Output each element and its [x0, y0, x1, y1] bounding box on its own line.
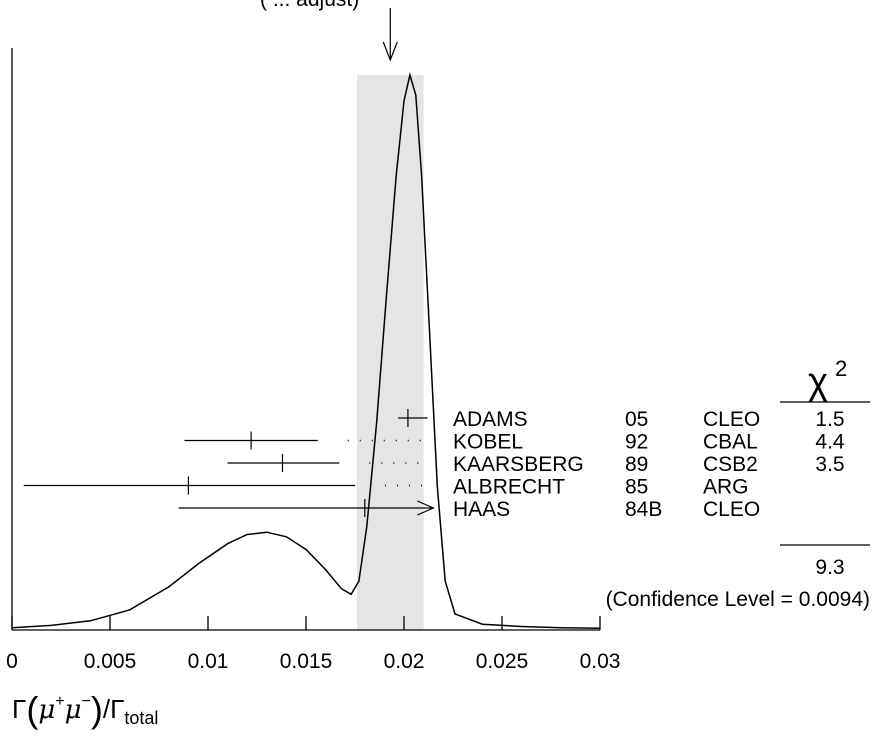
x-tick-label: 0.01: [188, 650, 229, 673]
x-label-mu1: μ: [38, 695, 55, 725]
x-tick-label: 0.03: [580, 650, 621, 673]
error-band-layer: [356, 75, 424, 630]
measurement-chi2: 3.5: [815, 453, 844, 476]
measurement-year: 84B: [625, 498, 662, 521]
measurement-experiment: CBAL: [703, 431, 758, 454]
x-label-total: total: [124, 708, 158, 728]
error-band: [356, 75, 424, 630]
x-tick-label: 0.025: [476, 650, 529, 673]
measurement-haas: [178, 499, 435, 517]
measurement-adams: [398, 409, 428, 427]
measurement-experiment: CSB2: [703, 453, 758, 476]
measurement-experiment: ARG: [703, 476, 749, 499]
chi2-header-sup: 2: [835, 356, 847, 381]
measurement-name: ADAMS: [453, 408, 528, 431]
ideogram-curve: [11, 72, 601, 630]
arrow-head: [417, 500, 435, 516]
axis-layer: 0 0.005 0.01 0.015 0.02 0.025 0.03: [6, 8, 620, 673]
x-tick-label: 0.02: [384, 650, 425, 673]
measurement-experiment: CLEO: [703, 498, 760, 521]
average-arrow-head: [382, 41, 398, 62]
ideogram-curve-layer: [11, 72, 601, 630]
measurement-experiment: CLEO: [703, 408, 760, 431]
x-tick-label: 0.015: [280, 650, 333, 673]
x-label-plus: +: [55, 693, 64, 710]
measurement-year: 85: [625, 476, 648, 499]
svg-text:Γ(μ+μ−)/Γtotal: Γ(μ+μ−)/Γtotal: [12, 689, 158, 730]
confidence-level: (Confidence Level = 0.0094): [606, 588, 870, 611]
measurement-kobel: [184, 431, 428, 450]
x-axis-label: Γ(μ+μ−)/Γtotal: [12, 689, 158, 730]
labels-layer: ADAMS 05 CLEO 1.5 KOBEL 92 CBAL 4.4 KAARSBERG 89 C…: [453, 356, 870, 611]
x-tick-label: 0.005: [84, 650, 137, 673]
measurement-chi2: 4.4: [815, 431, 845, 454]
x-label-minus: −: [81, 693, 90, 710]
measurement-name: HAAS: [453, 498, 510, 521]
measurement-year: 89: [625, 453, 648, 476]
measurement-name: KAARSBERG: [453, 453, 584, 476]
measurements-layer: [23, 409, 435, 517]
x-label-gamma: Γ: [12, 694, 26, 724]
x-tick-label: 0: [6, 650, 18, 673]
measurement-year: 92: [625, 431, 648, 454]
measurement-name: KOBEL: [453, 431, 523, 454]
top-label: ( ... adjust): [260, 0, 359, 11]
measurement-name: ALBRECHT: [453, 476, 565, 499]
measurement-year: 05: [625, 408, 648, 431]
chi2-total: 9.3: [815, 556, 844, 579]
measurement-chi2: 1.5: [815, 408, 844, 431]
measurement-albrecht: [23, 476, 428, 495]
x-label-gamma-total: Γ: [110, 694, 124, 724]
chi2-header: χ: [808, 361, 828, 403]
x-label-mu2: μ: [65, 695, 82, 725]
measurement-kaarsberg: [227, 454, 428, 472]
